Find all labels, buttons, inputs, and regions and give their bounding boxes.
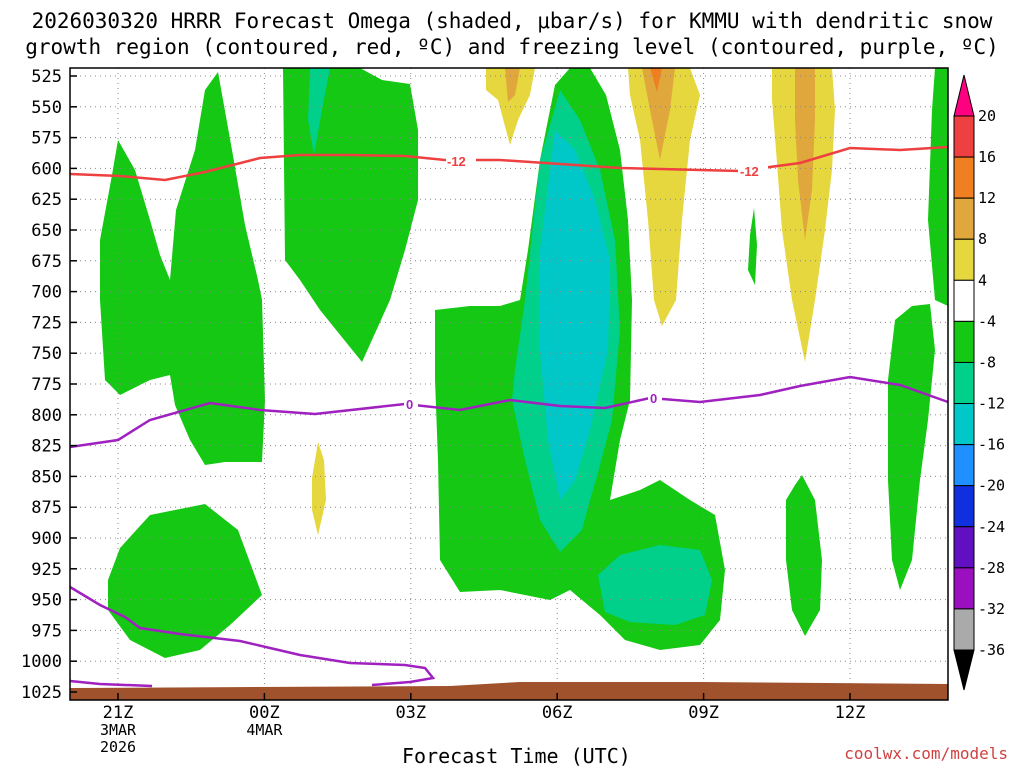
x-tick-label: 03Z xyxy=(395,703,426,723)
colorbar-cap-top xyxy=(953,74,975,117)
y-tick-label: 875 xyxy=(31,498,62,518)
y-tick-label: 550 xyxy=(31,98,62,118)
chart-title: 2026030320 HRRR Forecast Omega (shaded, … xyxy=(0,8,1024,60)
omega-region xyxy=(598,545,712,625)
colorbar-segment xyxy=(953,444,975,487)
omega-region xyxy=(642,68,675,160)
x-tick-label: 00Z xyxy=(249,703,280,723)
colorbar-segment xyxy=(953,197,975,240)
contour-zero-line xyxy=(69,375,949,449)
y-tick-label: 575 xyxy=(31,129,62,149)
colorbar-segment xyxy=(953,526,975,569)
colorbar-label: -4 xyxy=(978,312,996,330)
y-tick-label: 775 xyxy=(31,375,62,395)
y-tick-label: 625 xyxy=(31,190,62,210)
omega-region xyxy=(628,68,700,326)
omega-region xyxy=(748,208,757,285)
contour-zero-line xyxy=(69,585,436,687)
colorbar-label: -16 xyxy=(978,436,1005,454)
y-tick-label: 950 xyxy=(31,591,62,611)
y-tick-label: 1000 xyxy=(21,652,62,672)
omega-region xyxy=(308,68,330,155)
y-tick-label: 1025 xyxy=(21,683,62,703)
x-axis-label: Forecast Time (UTC) xyxy=(402,744,631,768)
x-tick-label: 21Z xyxy=(103,703,134,723)
omega-region xyxy=(786,475,822,636)
colorbar-label: -24 xyxy=(978,518,1005,536)
omega-region xyxy=(283,68,418,362)
colorbar-label: -12 xyxy=(978,395,1005,413)
credit-link[interactable]: coolwx.com/models xyxy=(844,744,1008,763)
colorbar-label: 4 xyxy=(978,271,987,289)
colorbar-segment xyxy=(953,238,975,281)
colorbar-cap-bottom xyxy=(953,649,975,691)
colorbar-segment xyxy=(953,115,975,158)
colorbar-label: 20 xyxy=(978,107,996,125)
title-line-1: 2026030320 HRRR Forecast Omega (shaded, … xyxy=(31,9,993,33)
colorbar-label: 8 xyxy=(978,230,987,248)
omega-region xyxy=(928,68,948,306)
contour-zero-label: 0 xyxy=(406,397,413,412)
colorbar-label: -8 xyxy=(978,353,996,371)
x-tick-label: 06Z xyxy=(542,703,573,723)
colorbar: 20 16 12 8 4 -4 -8 -12 -16 -20 -24 -28 -32 -36 xyxy=(953,74,1005,691)
x-date-label: 3MAR xyxy=(100,721,137,739)
colorbar-label: -28 xyxy=(978,559,1005,577)
x-date-label: 4MAR xyxy=(246,721,283,739)
colorbar-label: -20 xyxy=(978,477,1005,495)
omega-region xyxy=(312,442,326,535)
omega-region xyxy=(888,304,935,590)
omega-shading xyxy=(100,68,948,658)
x-tick-label: 12Z xyxy=(835,703,866,723)
y-tick-label: 975 xyxy=(31,621,62,641)
colorbar-label: 16 xyxy=(978,148,996,166)
y-tick-label: 825 xyxy=(31,437,62,457)
y-tick-label: 675 xyxy=(31,252,62,272)
omega-region xyxy=(100,72,265,465)
colorbar-segment xyxy=(953,279,975,322)
omega-region xyxy=(795,68,815,240)
terrain-strip xyxy=(70,682,948,700)
x-date-label: 2026 xyxy=(100,738,136,756)
colorbar-segment xyxy=(953,361,975,405)
y-axis: 525 550 575 600 625 650 675 700 725 750 775 800 825 8… xyxy=(21,67,77,703)
y-tick-label: 700 xyxy=(31,283,62,303)
dendritic-growth-contour: -12 -12 xyxy=(69,145,949,182)
contour-zero-line xyxy=(69,679,153,688)
colorbar-segment xyxy=(953,608,975,651)
colorbar-segment xyxy=(953,567,975,610)
colorbar-label: -32 xyxy=(978,600,1005,618)
colorbar-segment xyxy=(953,320,975,363)
omega-region xyxy=(650,68,662,92)
colorbar-segment xyxy=(953,156,975,199)
contour-minus12-label: -12 xyxy=(447,154,466,169)
y-tick-label: 525 xyxy=(31,67,62,87)
y-tick-label: 650 xyxy=(31,221,62,241)
y-tick-label: 600 xyxy=(31,159,62,179)
freezing-level-contour: 0 0 xyxy=(69,375,949,688)
grid-lines xyxy=(70,68,948,700)
x-tick-label: 09Z xyxy=(688,703,719,723)
y-tick-label: 725 xyxy=(31,313,62,333)
colorbar-segment xyxy=(953,403,975,446)
y-tick-label: 750 xyxy=(31,344,62,364)
omega-region xyxy=(108,504,262,658)
colorbar-segment xyxy=(953,485,975,528)
y-tick-label: 900 xyxy=(31,529,62,549)
y-tick-label: 925 xyxy=(31,560,62,580)
title-line-2: growth region (contoured, red, ºC) and f… xyxy=(25,35,999,59)
y-tick-label: 800 xyxy=(31,406,62,426)
omega-region xyxy=(505,68,520,102)
contour-minus12-label: -12 xyxy=(740,164,759,179)
contour-zero-label: 0 xyxy=(650,391,657,406)
colorbar-label: 12 xyxy=(978,189,996,207)
colorbar-label: -36 xyxy=(978,641,1005,659)
y-tick-label: 850 xyxy=(31,467,62,487)
